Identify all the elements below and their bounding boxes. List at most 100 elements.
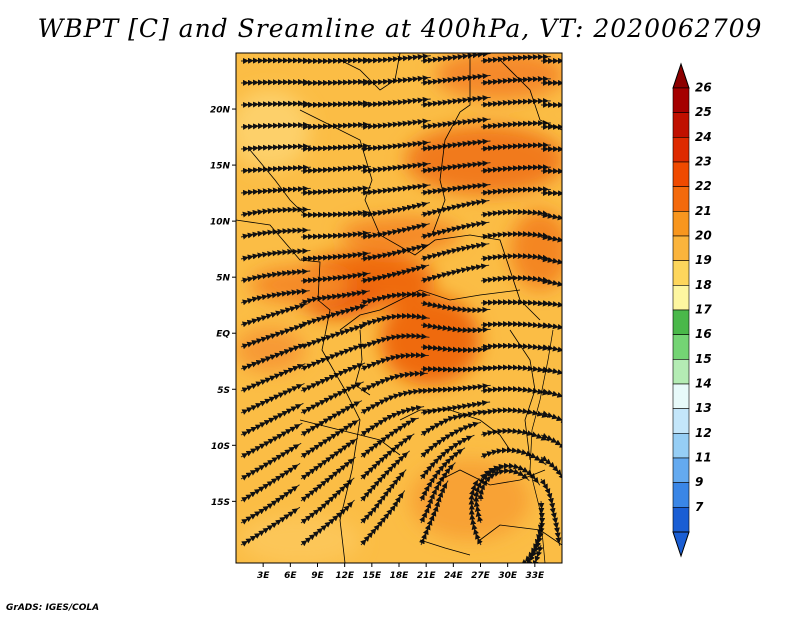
colorbar-label: 21 bbox=[695, 204, 712, 218]
streamline bbox=[480, 342, 551, 351]
streamline bbox=[540, 234, 562, 254]
streamline bbox=[480, 385, 551, 396]
lat-tick-label: 10N bbox=[210, 218, 231, 228]
streamline bbox=[480, 427, 550, 442]
colorbar-label: 9 bbox=[695, 475, 703, 489]
streamline bbox=[240, 506, 301, 547]
colorbar-swatch bbox=[672, 260, 690, 286]
colorbar-swatch bbox=[672, 161, 690, 187]
streamlines bbox=[240, 53, 562, 563]
lon-tick-label: 6E bbox=[284, 571, 297, 581]
streamline bbox=[240, 57, 311, 64]
streamline bbox=[300, 100, 372, 108]
country-borders bbox=[236, 53, 562, 563]
streamline bbox=[420, 383, 491, 394]
lon-tick-label: 3E bbox=[257, 571, 270, 581]
streamline bbox=[480, 320, 551, 329]
streamline bbox=[420, 198, 490, 218]
colorbar-label: 25 bbox=[695, 105, 712, 119]
streamline bbox=[300, 289, 370, 306]
colorbar-swatch bbox=[672, 359, 690, 385]
streamline bbox=[540, 455, 562, 512]
latitude-axis: 20N 15N 10N 5N EQ 5S 10S 15S bbox=[210, 106, 236, 508]
streamline bbox=[540, 410, 562, 444]
streamline bbox=[360, 370, 428, 393]
streamline bbox=[541, 167, 562, 178]
streamline bbox=[480, 97, 551, 108]
colorbar-label: 19 bbox=[695, 253, 712, 267]
map-title: WBPT [C] and Sreamline at 400hPa, VT: 20… bbox=[37, 14, 763, 43]
streamline bbox=[360, 264, 430, 284]
streamline bbox=[360, 118, 431, 130]
streamline bbox=[300, 121, 371, 130]
streamline bbox=[480, 142, 551, 152]
streamline bbox=[540, 278, 562, 299]
colorbar-swatch bbox=[672, 482, 690, 508]
streamline bbox=[420, 95, 491, 108]
colorbar-bottom-arrow bbox=[672, 531, 690, 558]
streamline bbox=[300, 303, 369, 328]
streamline bbox=[420, 53, 491, 64]
streamline bbox=[541, 145, 562, 156]
streamline bbox=[540, 212, 562, 232]
lon-tick-label: 33E bbox=[525, 571, 545, 581]
streamline bbox=[240, 164, 311, 174]
streamline bbox=[300, 143, 371, 152]
streamline bbox=[480, 230, 551, 240]
streamline bbox=[480, 120, 551, 130]
lat-tick-label: EQ bbox=[216, 330, 230, 340]
colorbar-label: 11 bbox=[695, 451, 712, 465]
streamline bbox=[420, 344, 491, 354]
streamline bbox=[360, 201, 430, 218]
grads-credit: GrADS: IGES/COLA bbox=[6, 603, 100, 613]
colorbar-label: 7 bbox=[695, 500, 704, 514]
streamline bbox=[360, 96, 431, 108]
streamline bbox=[360, 140, 431, 152]
colorbar-label: 17 bbox=[695, 303, 712, 317]
streamline bbox=[240, 323, 308, 350]
colorbar-swatch bbox=[672, 285, 690, 311]
streamline bbox=[360, 490, 406, 546]
streamline bbox=[419, 480, 449, 546]
streamline bbox=[480, 53, 551, 64]
streamline bbox=[301, 78, 372, 87]
lon-tick-label: 15E bbox=[362, 571, 382, 581]
colorbar: 26 25 24 23 22 21 20 19 18 17 16 15 14 13 12 11 9 7 bbox=[672, 62, 712, 558]
streamline bbox=[480, 208, 551, 218]
colorbar-swatch bbox=[672, 383, 690, 409]
colorbar-label: 12 bbox=[695, 426, 712, 440]
streamline bbox=[468, 478, 483, 546]
streamline bbox=[540, 101, 562, 111]
streamline bbox=[360, 182, 431, 196]
lat-tick-label: 5S bbox=[217, 386, 230, 396]
streamline bbox=[360, 53, 431, 64]
streamline bbox=[540, 79, 562, 89]
colorbar-swatch bbox=[672, 507, 690, 533]
lat-tick-label: 10S bbox=[211, 442, 230, 452]
streamline bbox=[240, 121, 312, 130]
streamline bbox=[540, 388, 562, 415]
lat-tick-label: 15S bbox=[211, 498, 230, 508]
streamline bbox=[300, 164, 371, 174]
streamline bbox=[420, 322, 491, 334]
streamline bbox=[420, 182, 491, 196]
streamline bbox=[360, 332, 430, 350]
streamline bbox=[300, 209, 371, 218]
streamline bbox=[480, 407, 551, 418]
streamline bbox=[480, 299, 551, 307]
streamline bbox=[480, 364, 551, 374]
streamline bbox=[240, 79, 311, 86]
colorbar-swatch bbox=[672, 137, 690, 163]
lon-tick-label: 18E bbox=[390, 571, 410, 581]
streamline bbox=[300, 323, 368, 350]
streamline bbox=[360, 161, 431, 174]
colorbar-swatch bbox=[672, 433, 690, 459]
streamline bbox=[480, 274, 551, 284]
map-panel bbox=[236, 53, 562, 563]
lat-tick-label: 20N bbox=[210, 106, 231, 116]
lat-tick-label: 15N bbox=[210, 162, 231, 172]
colorbar-swatch bbox=[672, 235, 690, 261]
streamline bbox=[420, 73, 491, 86]
streamline bbox=[300, 271, 371, 284]
streamline bbox=[240, 185, 311, 196]
